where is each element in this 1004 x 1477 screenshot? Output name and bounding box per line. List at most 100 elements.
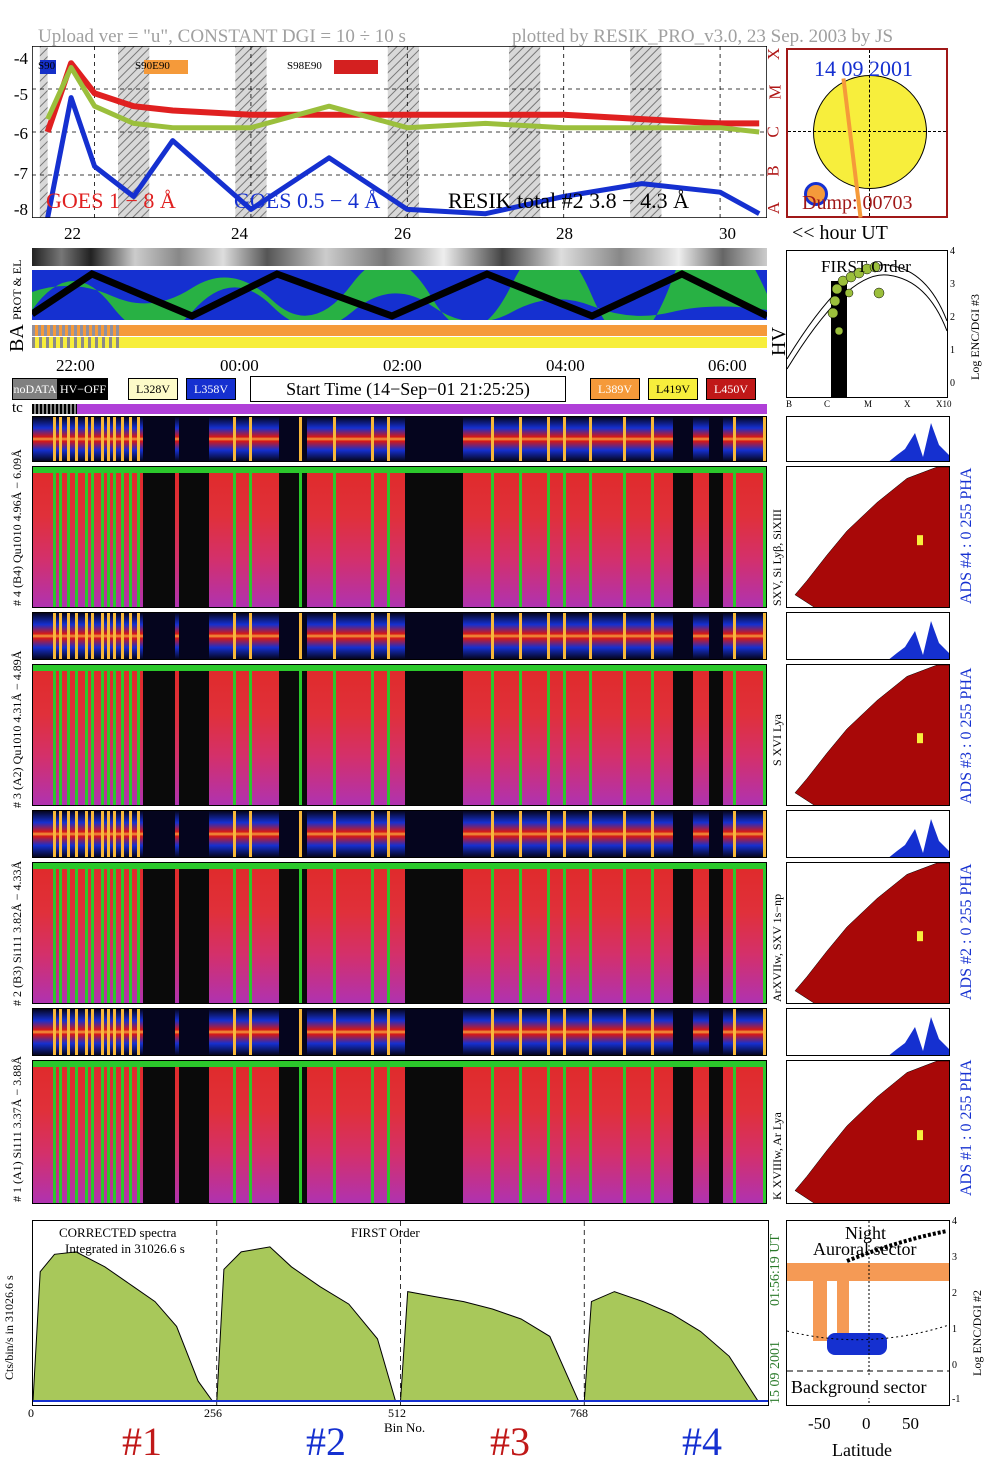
- x-tick: X10: [936, 399, 952, 409]
- channel-label-2: #2: [306, 1419, 346, 1464]
- spectrum-time: 01:56:19 UT: [768, 1234, 783, 1306]
- hv-off-column: [405, 1009, 433, 1055]
- gap-stripe: [91, 811, 94, 857]
- hv-strip: [32, 337, 767, 348]
- time-tick: 04:00: [546, 356, 585, 375]
- gap-stripe: [733, 1061, 736, 1203]
- hv-off-column: [709, 811, 723, 857]
- hv-off-column: [433, 613, 463, 659]
- gap-stripe: [733, 863, 736, 1003]
- hv-off-column: [709, 417, 723, 461]
- gap-stripe: [67, 467, 70, 607]
- gap-stripe: [623, 613, 626, 659]
- gap-stripe: [233, 1009, 236, 1055]
- hv-off-column: [279, 665, 307, 805]
- gap-stripe: [519, 1061, 522, 1203]
- gap-stripe: [75, 417, 78, 461]
- lat-x-label: Latitude: [832, 1440, 892, 1460]
- lat-x-tick: 0: [862, 1414, 871, 1433]
- channel-4-lines-label: SXV, Si Lyβ, SiXIII: [770, 509, 784, 606]
- spectrum-x-label: Bin No.: [384, 1420, 426, 1435]
- gap-stripe: [101, 811, 104, 857]
- goes-class-letters: X M C B A: [764, 46, 786, 218]
- channel-pha-strip: [32, 416, 767, 462]
- header-upload-info: Upload ver = "u", CONSTANT DGI = 10 ÷ 10…: [38, 26, 406, 47]
- goes-y-tick: -7: [13, 164, 28, 183]
- gap-stripe: [137, 467, 140, 607]
- gap-stripe: [233, 811, 236, 857]
- gap-stripe: [387, 613, 390, 659]
- gap-stripe: [371, 417, 374, 461]
- y-tick: 1: [950, 345, 955, 356]
- ads-marker: [917, 535, 923, 546]
- y-tick: 1: [952, 1324, 957, 1335]
- gap-stripe: [547, 467, 550, 607]
- gap-stripe: [249, 613, 252, 659]
- background-label: Background sector: [791, 1377, 927, 1398]
- hv-off-column: [405, 1061, 433, 1203]
- gap-stripe: [763, 811, 766, 857]
- sun-disc: [813, 75, 927, 189]
- gap-stripe: [371, 1009, 374, 1055]
- gap-stripe: [129, 613, 132, 659]
- gap-stripe: [589, 1009, 592, 1055]
- gap-stripe: [623, 467, 626, 607]
- gap-stripe: [59, 665, 62, 805]
- gap-stripe: [59, 1009, 62, 1055]
- spectrum-chart: [33, 1221, 768, 1405]
- gap-stripe: [53, 863, 56, 1003]
- gap-stripe: [53, 811, 56, 857]
- auroral-label: Auroral sector: [813, 1239, 917, 1259]
- spectrum-title-right: FIRST Order: [351, 1225, 420, 1240]
- hv-off-column: [143, 1061, 175, 1203]
- gap-stripe: [113, 613, 116, 659]
- class-letter: A: [764, 201, 784, 215]
- gap-stripe: [491, 417, 494, 461]
- gap-stripe: [333, 613, 336, 659]
- gap-stripe: [67, 1061, 70, 1203]
- satellite-marker-icon: [804, 182, 828, 206]
- gap-stripe: [137, 811, 140, 857]
- pha-histogram: [786, 1008, 950, 1056]
- pha-histogram: [786, 416, 950, 462]
- prot-grey-strip: [32, 248, 767, 266]
- gap-stripe: [519, 665, 522, 805]
- first-order-scatter-svg: [787, 261, 947, 397]
- gap-stripe: [85, 665, 88, 805]
- time-tick: 06:00: [708, 356, 747, 375]
- gap-stripe: [67, 665, 70, 805]
- legend-hv-off: HV−OFF: [58, 378, 108, 400]
- pha-histogram: [786, 810, 950, 858]
- gap-stripe: [85, 811, 88, 857]
- x-tick: B: [786, 399, 793, 409]
- gap-stripe: [75, 811, 78, 857]
- pha-histogram: [786, 612, 950, 660]
- latitude-y-label: Log ENC/DGI #2: [970, 1290, 984, 1376]
- gap-stripe: [75, 863, 78, 1003]
- gap-stripe: [249, 417, 252, 461]
- gap-stripe: [121, 811, 124, 857]
- hv-off-column: [673, 467, 693, 607]
- gap-stripe: [547, 1061, 550, 1203]
- gap-stripe: [121, 417, 124, 461]
- y-tick: 4: [950, 246, 955, 257]
- gap-stripe: [763, 863, 766, 1003]
- gap-stripe: [249, 1009, 252, 1055]
- gap-stripe: [299, 863, 302, 1003]
- gap-stripe: [563, 1061, 566, 1203]
- gap-stripe: [589, 811, 592, 857]
- channel-1-lines-label: K XVIIIw, Ar Lya: [770, 1112, 784, 1200]
- gap-stripe: [91, 1009, 94, 1055]
- hv-off-column: [673, 417, 693, 461]
- hv-off-column: [673, 863, 693, 1003]
- class-letter: M: [765, 84, 785, 100]
- gap-stripe: [589, 417, 592, 461]
- gap-stripe: [651, 811, 654, 857]
- night-label: Night: [845, 1223, 887, 1243]
- green-top-band: [33, 863, 766, 869]
- gap-stripe: [121, 613, 124, 659]
- channel-spectrogram: [32, 1060, 767, 1204]
- hv-off-column: [179, 467, 209, 607]
- pha-histogram-area: [889, 819, 949, 857]
- gap-stripe: [763, 1009, 766, 1055]
